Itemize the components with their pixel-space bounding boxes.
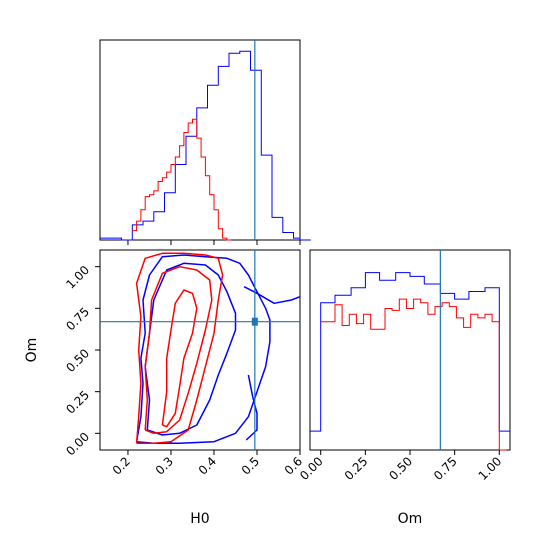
contour-xtick-label-2: 0.4 (196, 454, 219, 477)
truth-lines-layer (100, 40, 441, 450)
truth-point-marker (251, 317, 258, 326)
hist-Om-xtick-label-2: 0.50 (386, 454, 415, 483)
panel-hist-Om-frame (309, 249, 511, 451)
contour-xtick-label-3: 0.5 (239, 454, 262, 477)
contour-series-0-level-2 (243, 286, 301, 305)
hist-Om-xtick-label-0: 0.00 (297, 454, 326, 483)
xlabel-H0: H0 (190, 511, 209, 527)
contour-series-0-level-3 (245, 374, 258, 441)
hist-H0-series-0 (100, 50, 311, 241)
panel-hist-H0-frame (99, 39, 301, 241)
contour-series-0-level-0 (135, 254, 271, 445)
contour-ytick-label-2: 0.50 (63, 346, 92, 375)
contour-ytick-label-0: 0.00 (63, 430, 92, 459)
contour-ytick-label-3: 0.75 (63, 305, 92, 334)
hist-Om-xtick-label-3: 0.75 (431, 454, 460, 483)
ylabel-Om: Om (24, 338, 40, 363)
contour-xtick-label-0: 0.2 (110, 454, 133, 477)
contour-series-1-level-0 (135, 252, 224, 445)
contour-series-1-level-2 (161, 289, 198, 428)
hist-Om-layer (310, 272, 510, 451)
hist-H0-layer (100, 50, 311, 241)
hist-H0-series-1 (132, 118, 232, 241)
contour-ytick-label-1: 0.25 (63, 388, 92, 417)
contour-ytick-label-4: 1.00 (63, 263, 92, 292)
hist-Om-series-1 (320, 298, 507, 451)
contour-series-0-level-1 (144, 262, 237, 436)
contour-series-1-level-1 (144, 265, 213, 435)
xlabel-Om: Om (398, 511, 423, 527)
contour-layer (135, 252, 301, 445)
hist-Om-series-0 (310, 272, 510, 432)
hist-Om-xtick-label-1: 0.25 (342, 454, 371, 483)
contour-xtick-label-1: 0.3 (153, 454, 176, 477)
hist-Om-xtick-label-4: 1.00 (476, 454, 505, 483)
ticks-layer: 0.2 0.3 0.4 0.5 0.60.00 0.25 0.50 0.75 1.000.000… (63, 240, 504, 483)
